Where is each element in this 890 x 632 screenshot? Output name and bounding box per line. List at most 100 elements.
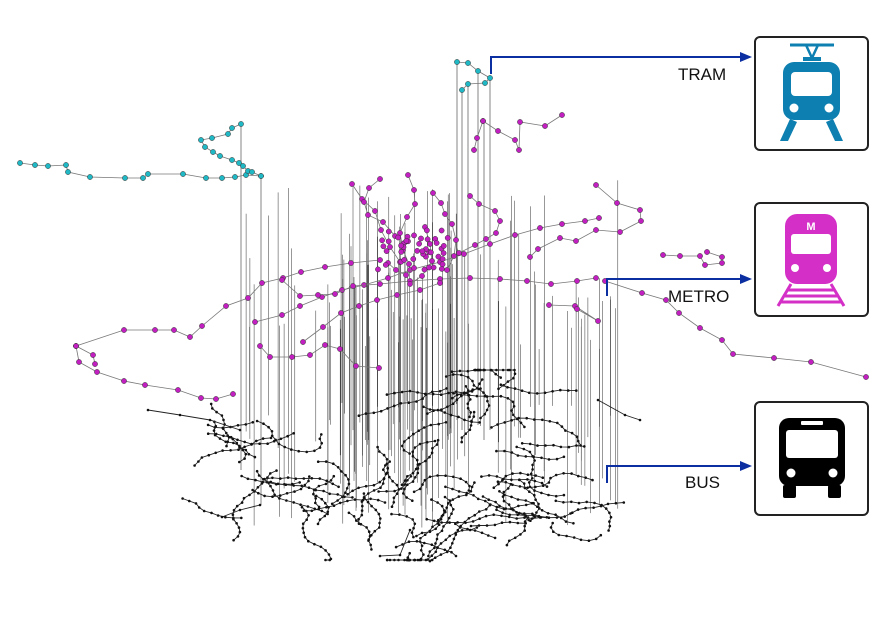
bus-node xyxy=(235,504,239,508)
tram-node xyxy=(240,163,246,169)
bus-node xyxy=(464,432,468,436)
bus-node xyxy=(258,503,262,507)
bus-node xyxy=(487,404,491,407)
bus-node xyxy=(253,455,257,459)
bus-node xyxy=(428,408,432,411)
bus-node xyxy=(495,449,498,453)
bus-node xyxy=(365,526,368,529)
bus-node xyxy=(326,510,330,514)
bus-node xyxy=(408,528,412,532)
metro-node xyxy=(407,281,413,287)
bus-node xyxy=(308,475,311,478)
bus-node xyxy=(310,509,314,513)
tram-node xyxy=(45,163,51,169)
bus-node xyxy=(319,545,323,549)
bus-node xyxy=(638,418,642,422)
bus-node xyxy=(337,485,340,489)
bus-node xyxy=(436,533,439,536)
bus-node xyxy=(332,504,336,508)
metro-layer-network xyxy=(73,112,869,402)
metro-node xyxy=(380,243,387,250)
bus-node xyxy=(596,398,600,402)
metro-node xyxy=(322,264,328,270)
bus-node xyxy=(487,474,491,477)
bus-node xyxy=(403,479,407,482)
metro-node xyxy=(719,337,725,343)
bus-node xyxy=(478,382,481,386)
bus-node xyxy=(418,442,422,446)
bus-node xyxy=(395,492,399,496)
bus-node xyxy=(409,475,413,478)
bus-node xyxy=(299,487,303,491)
bus-node xyxy=(485,408,489,412)
bus-node xyxy=(373,529,377,533)
bus-node xyxy=(510,409,513,412)
bus-node xyxy=(273,493,276,497)
bus-node xyxy=(385,458,389,461)
bus-node xyxy=(422,553,425,556)
bus-node xyxy=(451,498,455,501)
metro-node xyxy=(152,327,158,333)
bus-node xyxy=(522,482,526,485)
metro-node xyxy=(863,374,869,380)
bus-node xyxy=(476,497,480,501)
bus-node xyxy=(307,514,310,517)
bus-node xyxy=(499,394,503,398)
bus-node xyxy=(478,421,481,424)
bus-node xyxy=(473,368,476,372)
bus-node xyxy=(493,536,497,540)
bus-node xyxy=(477,387,481,391)
bus-node xyxy=(240,516,243,520)
bus-node xyxy=(225,431,228,435)
bus-node xyxy=(429,423,433,427)
bus-node xyxy=(271,495,274,499)
bus-node xyxy=(243,440,246,444)
bus-node xyxy=(437,518,440,522)
metro-icon: M xyxy=(754,202,869,317)
bus-node xyxy=(554,473,558,477)
bus-icon xyxy=(754,401,869,516)
metro-node xyxy=(614,200,620,206)
bus-node xyxy=(436,522,440,525)
bus-node xyxy=(444,375,448,378)
bus-node xyxy=(509,482,513,486)
bus-node xyxy=(378,554,382,558)
bus-node xyxy=(599,504,603,508)
metro-node xyxy=(424,236,431,243)
bus-node xyxy=(434,527,438,531)
bus-node xyxy=(576,439,580,443)
bus-node xyxy=(324,460,328,463)
bus-node xyxy=(366,500,370,504)
metro-node xyxy=(495,128,501,134)
bus-node xyxy=(448,499,452,502)
bus-node xyxy=(386,467,390,470)
bus-node xyxy=(471,379,474,383)
bus-node xyxy=(292,501,296,504)
metro-node xyxy=(398,242,404,249)
bus-node xyxy=(283,445,287,449)
metro-node xyxy=(411,232,417,239)
bus-node xyxy=(346,499,349,503)
bus-node xyxy=(562,472,565,475)
bus-node xyxy=(324,501,327,505)
bus-node xyxy=(384,464,387,467)
bus-node xyxy=(266,442,269,446)
bus-node xyxy=(478,510,481,513)
tram-node xyxy=(465,81,471,87)
tram-node xyxy=(238,121,244,127)
bus-node xyxy=(467,517,471,520)
bus-node xyxy=(407,558,410,562)
bus-node xyxy=(516,454,520,457)
bus-node xyxy=(472,410,476,414)
bus-node xyxy=(448,521,451,524)
bus-node xyxy=(504,507,508,510)
bus-node xyxy=(240,501,244,504)
bus-node xyxy=(456,528,460,532)
bus-node xyxy=(241,448,245,452)
metro-node xyxy=(719,254,725,260)
bus-node xyxy=(194,502,198,505)
bus-node xyxy=(547,493,550,497)
bus-node xyxy=(431,447,434,450)
bus-node xyxy=(560,425,564,428)
bus-node xyxy=(303,483,307,487)
